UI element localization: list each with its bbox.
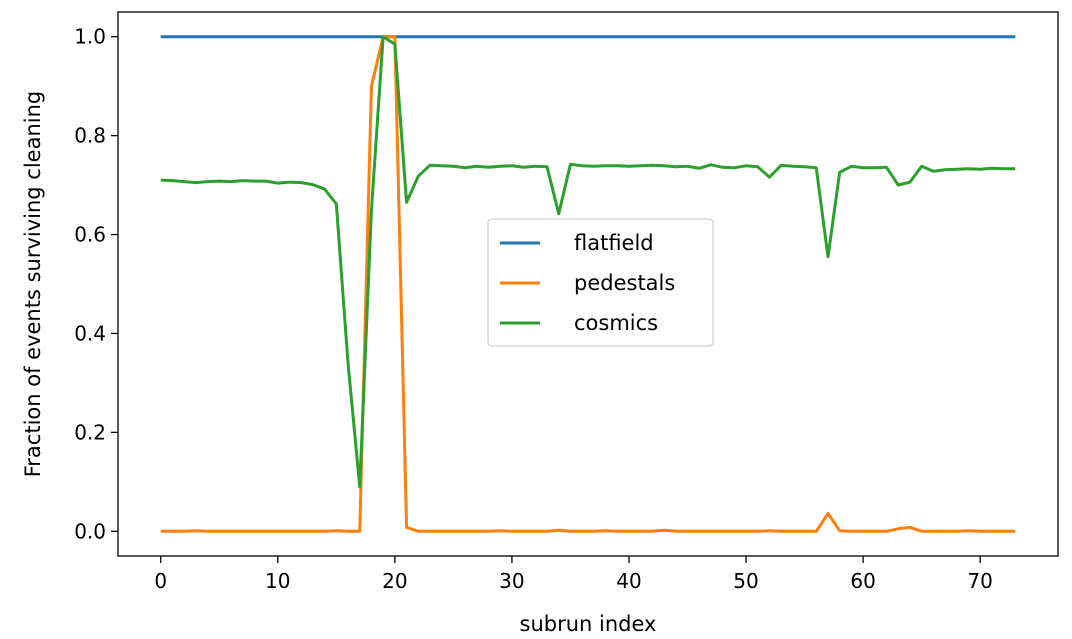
x-tick-label: 60 (850, 569, 875, 593)
series-line-pedestals (160, 35, 1016, 533)
x-axis-label: subrun index (520, 612, 657, 636)
y-tick-label: 0.8 (74, 124, 106, 148)
x-tick-label: 10 (265, 569, 290, 593)
legend-label-cosmics: cosmics (574, 311, 658, 335)
legend-box (487, 218, 714, 347)
x-axis-ticks: 0 10 20 30 40 50 60 70 (154, 556, 993, 593)
y-tick-label: 0.6 (74, 223, 106, 247)
series-line-cosmics (160, 35, 1016, 489)
x-tick-label: 50 (733, 569, 758, 593)
x-tick-label: 20 (382, 569, 407, 593)
y-tick-label: 0.4 (74, 321, 106, 345)
axes-frame (117, 11, 1059, 557)
legend-label-pedestals: pedestals (574, 271, 675, 295)
x-tick-label: 0 (154, 569, 167, 593)
legend: flatfield pedestals cosmics (487, 218, 714, 347)
x-tick-label: 70 (967, 569, 992, 593)
y-axis-ticks: 0.0 0.2 0.4 0.6 0.8 1.0 (74, 25, 118, 543)
series-layer (160, 35, 1016, 533)
x-tick-label: 40 (616, 569, 641, 593)
y-tick-label: 0.0 (74, 519, 106, 543)
y-tick-label: 1.0 (74, 25, 106, 49)
y-tick-label: 0.2 (74, 420, 106, 444)
y-axis-label: Fraction of events surviving cleaning (21, 91, 45, 478)
x-tick-label: 30 (499, 569, 524, 593)
legend-label-flatfield: flatfield (574, 231, 654, 255)
